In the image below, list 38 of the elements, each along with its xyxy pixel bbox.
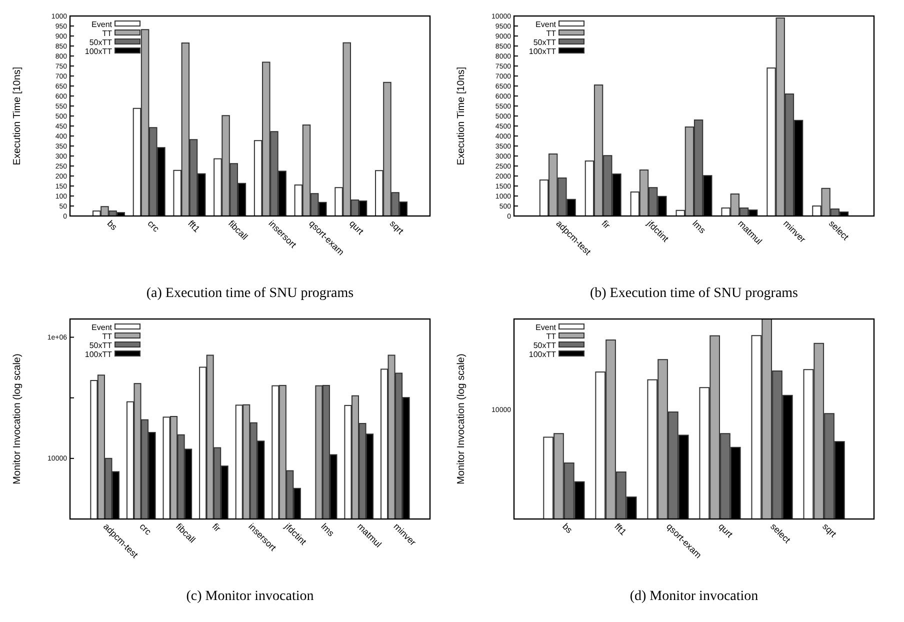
x-tick-label: fir [600, 218, 612, 231]
x-tick-label: qurt [347, 218, 366, 237]
x-tick-label: crc [146, 218, 162, 234]
x-tick-label: fft1 [186, 218, 202, 234]
y-axis-title: Monitor Invocation (log scale) [456, 354, 467, 484]
x-tick-label: lms [319, 521, 336, 539]
legend-label: TT [546, 332, 556, 341]
legend-label: TT [546, 29, 556, 38]
text: (d) Monitor invocation [630, 589, 758, 604]
legend-label: 50xTT [533, 341, 556, 350]
legend-label: TT [102, 332, 112, 341]
text: (b) Execution time of SNU programs [590, 286, 798, 301]
x-tick-label: sqrt [388, 218, 406, 236]
y-axis-title: Execution Time [10ns] [12, 66, 23, 166]
x-tick-label: bs [560, 521, 575, 536]
legend-label: Event [536, 323, 557, 332]
text: (a) Execution time of SNU programs [146, 286, 354, 301]
x-tick-label: bs [105, 218, 120, 232]
y-axis-title: Monitor Invocation (log scale) [12, 354, 23, 484]
legend-label: TT [102, 29, 112, 38]
x-tick-label: sqrt [820, 521, 839, 540]
x-tick-label: lms [690, 218, 708, 236]
legend-label: 100xTT [528, 350, 556, 359]
x-tick-label: fir [210, 521, 223, 534]
legend-label: Event [92, 20, 113, 29]
x-tick-label: qurt [716, 521, 735, 540]
x-tick-label: crc [138, 521, 154, 538]
legend-label: 50xTT [533, 38, 556, 47]
legend-label: 100xTT [84, 350, 112, 359]
legend-label: 100xTT [84, 47, 112, 56]
legend-label: Event [92, 323, 113, 332]
legend-label: 50xTT [89, 341, 112, 350]
text: (c) Monitor invocation [186, 589, 314, 604]
legend-label: 100xTT [528, 47, 556, 56]
x-tick-label: fft1 [612, 521, 628, 538]
legend-label: 50xTT [89, 38, 112, 47]
legend-label: Event [536, 20, 557, 29]
y-axis-title: Execution Time [10ns] [456, 66, 467, 166]
